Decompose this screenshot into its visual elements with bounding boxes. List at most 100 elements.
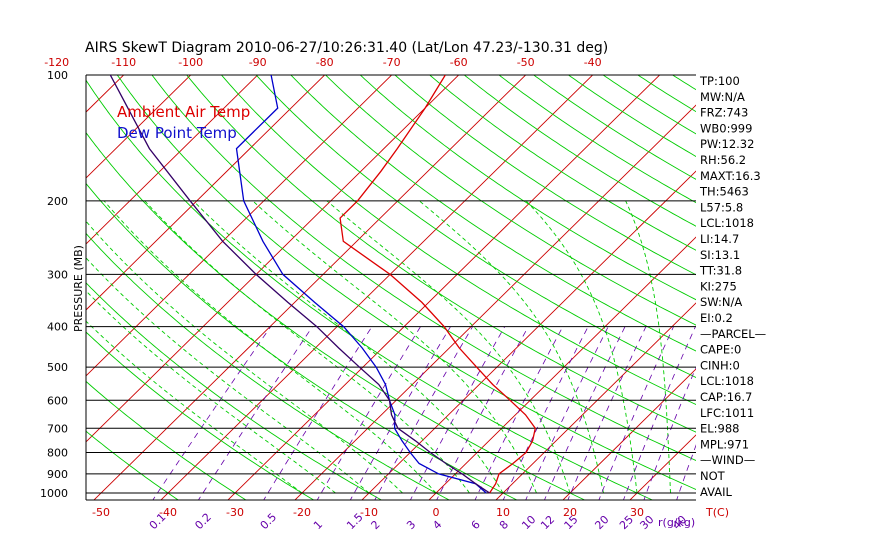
index-item: PW:12.32	[700, 137, 754, 151]
dry-adiabat-line	[116, 75, 696, 490]
x-axis-title: T(C)	[705, 506, 729, 519]
y-tick-label: 900	[47, 468, 68, 481]
parcel-path-line	[109, 75, 490, 494]
index-item: RH:56.2	[700, 153, 746, 167]
index-item: CAP:16.7	[700, 390, 752, 404]
dry-adiabat-line	[86, 182, 518, 500]
moist-adiabat-line	[252, 200, 537, 494]
index-item: TH:5463	[699, 185, 749, 199]
index-item: CAPE:0	[700, 343, 741, 357]
top-tick-label: -40	[584, 56, 602, 69]
moist-adiabat-line	[103, 200, 437, 494]
y-tick-label: 100	[47, 69, 68, 82]
mixing-ratio-line	[525, 326, 609, 500]
index-item: MPL:971	[700, 437, 749, 451]
isotherm-line	[495, 302, 696, 500]
y-tick-label: 500	[47, 361, 68, 374]
moist-adiabat-line	[86, 257, 370, 494]
dry-adiabat-line	[86, 282, 383, 500]
isotherm-line	[829, 66, 870, 502]
y-tick-label: 200	[47, 195, 68, 208]
index-item: EI:0.2	[700, 311, 733, 325]
mixing-ratio-line	[544, 326, 626, 500]
dry-adiabat-line	[151, 75, 696, 461]
temperature-profile-line	[339, 75, 536, 494]
dry-adiabat-line	[86, 331, 315, 500]
top-tick-label: -90	[249, 56, 267, 69]
index-item: LCL:1018	[700, 374, 754, 388]
mixing-ratio-label: 12	[538, 513, 557, 532]
index-item: CINH:0	[700, 358, 740, 372]
isotherm-line	[160, 75, 594, 500]
moist-adiabat-line	[419, 200, 604, 494]
bottom-tick-label: -10	[360, 506, 378, 519]
isotherm-line	[227, 75, 661, 500]
index-item: NOT	[700, 469, 726, 483]
bottom-tick-label: -20	[293, 506, 311, 519]
chart-title: AIRS SkewT Diagram 2010-06-27/10:26:31.4…	[85, 40, 608, 56]
mixing-ratio-line	[436, 326, 529, 500]
top-tick-label: -80	[316, 56, 334, 69]
isotherm-line	[0, 66, 66, 502]
isotherm-line	[562, 368, 696, 500]
y-tick-label: 800	[47, 446, 68, 459]
mixing-ratio-line	[316, 326, 421, 500]
index-item: TT:31.8	[699, 264, 742, 278]
dry-adiabat-line	[220, 75, 696, 405]
dry-adiabat-line	[255, 75, 696, 378]
index-item: SI:13.1	[700, 248, 740, 262]
index-item: FRZ:743	[700, 106, 748, 120]
dry-adiabat-line	[86, 232, 451, 500]
bottom-tick-label: 10	[496, 506, 510, 519]
dry-adiabat-line	[498, 75, 696, 204]
legend-dewpoint: Dew Point Temp	[117, 124, 237, 142]
dry-adiabat-line	[359, 75, 696, 301]
mixing-ratio-label: 20	[592, 513, 611, 532]
y-tick-label: 700	[47, 422, 68, 435]
dry-adiabat-line	[290, 75, 696, 352]
y-tick-label: 400	[47, 321, 68, 334]
mixing-ratio-line	[567, 326, 647, 500]
mixing-ratio-line	[374, 326, 473, 500]
mixing-ratio-unit: r(g/kg)	[658, 516, 695, 529]
top-tick-label: -110	[111, 56, 136, 69]
mixing-ratio-line	[152, 326, 272, 500]
mixing-ratio-label: 1	[311, 518, 325, 532]
isotherm-line	[86, 75, 259, 245]
series-layer	[109, 75, 536, 494]
dry-adiabat-line	[86, 79, 654, 500]
moist-adiabat-line	[326, 200, 571, 494]
index-item: WB0:999	[700, 121, 752, 135]
isotherm-line	[86, 75, 192, 179]
index-item: —PARCEL—	[700, 327, 766, 341]
y-tick-label: 600	[47, 394, 68, 407]
dry-adiabat-line	[324, 75, 696, 326]
mixing-ratio-label: 4	[430, 518, 444, 532]
dry-adiabat-line	[429, 75, 696, 251]
bottom-tick-label: -30	[226, 506, 244, 519]
mixing-ratio-line	[474, 326, 564, 500]
index-item: KI:275	[700, 279, 737, 293]
isotherm-line	[93, 75, 527, 500]
isotherm-line	[86, 75, 326, 311]
isotherm-line	[762, 66, 870, 502]
moist-adiabat-line	[86, 220, 403, 494]
top-tick-label: -60	[450, 56, 468, 69]
mixing-ratio-label: 2	[369, 518, 383, 532]
dry-adiabat-line	[533, 75, 696, 180]
top-tick-label: -100	[178, 56, 203, 69]
index-item: SW:N/A	[700, 295, 742, 309]
index-item: AVAIL	[700, 485, 733, 499]
mixing-ratio-label: 0.5	[258, 511, 280, 533]
moist-adiabat-line	[625, 200, 671, 493]
isotherm-line	[428, 236, 696, 500]
bottom-tick-label: 30	[630, 506, 644, 519]
isotherm-line	[294, 104, 696, 500]
mixing-ratio-line	[623, 326, 696, 500]
mixing-ratio-label: 10	[519, 513, 538, 532]
dewpoint-profile-line	[235, 75, 487, 494]
mixing-ratio-line	[502, 326, 589, 500]
isotherm-line	[361, 170, 696, 500]
